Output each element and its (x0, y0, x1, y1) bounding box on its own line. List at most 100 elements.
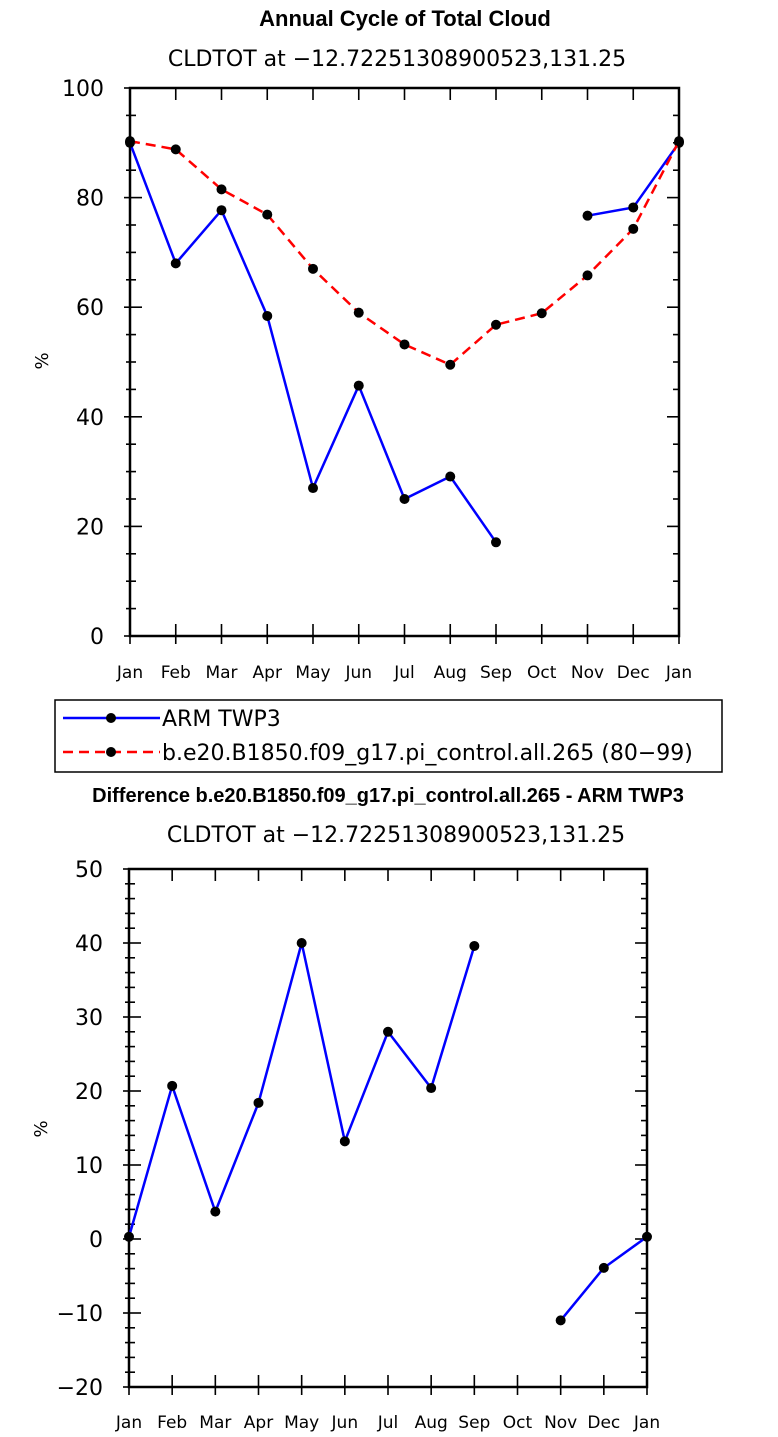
y-tick-label: 20 (75, 1080, 103, 1105)
x-tick-label: Apr (253, 663, 282, 683)
y-tick-label: −20 (57, 1376, 103, 1401)
data-point (445, 359, 456, 370)
x-tick-label: Jun (344, 663, 372, 683)
data-point (642, 1231, 652, 1242)
legend: ARM TWP3 b.e20.B1850.f09_g17.pi_control.… (54, 699, 723, 773)
data-point (353, 380, 364, 391)
series-line-1 (129, 139, 681, 367)
legend-label-model: b.e20.B1850.f09_g17.pi_control.all.265 (… (162, 741, 693, 766)
x-tick-label: May (284, 1413, 319, 1433)
x-tick-label: Jan (116, 663, 143, 683)
y-tick-label: 50 (75, 858, 103, 883)
y-axis-label: % (31, 1120, 52, 1137)
data-point (339, 1136, 350, 1147)
axis-ticks (124, 87, 680, 644)
legend-box (54, 699, 723, 773)
chart-title: Annual Cycle of Total Cloud (259, 6, 551, 31)
data-point (216, 184, 227, 195)
x-tick-label: Aug (434, 663, 467, 683)
data-point (308, 263, 318, 274)
chart-subtitle: CLDTOT at −12.72251308900523,131.25 (168, 47, 626, 72)
data-point (674, 136, 684, 147)
y-tick-label: 0 (89, 1228, 103, 1253)
data-point (308, 483, 318, 494)
x-tick-labels: Jan Feb Mar Apr May Jun Jul Aug Sep Oct Nov Dec Jan (115, 1413, 660, 1433)
annual-cycle-chart: Annual Cycle of Total Cloud CLDTOT at −1… (32, 6, 723, 773)
x-tick-label: Apr (244, 1413, 273, 1433)
data-point (582, 210, 593, 221)
data-point (216, 205, 227, 216)
data-point (582, 270, 593, 281)
x-tick-label: May (295, 663, 330, 683)
data-point (598, 1262, 609, 1273)
data-point (469, 940, 480, 951)
y-tick-label: 80 (76, 187, 104, 212)
series-group (125, 136, 684, 548)
data-point (491, 537, 501, 548)
data-point (445, 471, 456, 482)
x-tick-label: Jan (115, 1413, 142, 1433)
data-point (210, 1206, 221, 1217)
x-tick-label: Mar (199, 1413, 231, 1433)
y-tick-label: 10 (75, 1154, 103, 1179)
data-point (426, 1083, 437, 1094)
series-line-0 (127, 942, 476, 1238)
x-tick-label: Mar (205, 663, 237, 683)
y-tick-label: 100 (62, 77, 104, 102)
x-tick-label: Jan (633, 1413, 660, 1433)
x-tick-label: Dec (587, 1413, 620, 1433)
y-tick-label: −10 (57, 1302, 103, 1327)
series-group (124, 938, 652, 1326)
y-tick-labels: 0 20 40 60 80 100 (62, 77, 104, 650)
data-point (628, 223, 639, 234)
plot-frame (128, 86, 681, 638)
x-tick-label: Oct (503, 1413, 533, 1433)
y-tick-label: 60 (76, 296, 104, 321)
legend-label-arm: ARM TWP3 (162, 707, 281, 732)
data-point (296, 938, 307, 948)
legend-marker-model (106, 747, 116, 757)
x-tick-label: Dec (617, 663, 650, 683)
x-tick-label: Jul (377, 1413, 399, 1433)
x-tick-label: Nov (571, 663, 604, 683)
data-point (125, 136, 135, 147)
data-point (536, 308, 547, 319)
data-point (262, 209, 273, 220)
chart-subtitle: CLDTOT at −12.72251308900523,131.25 (167, 823, 625, 848)
difference-chart: Difference b.e20.B1850.f09_g17.pi_contro… (31, 785, 684, 1433)
data-point (262, 310, 273, 321)
x-tick-label: Aug (415, 1413, 448, 1433)
data-point (383, 1026, 393, 1037)
data-point (399, 339, 410, 350)
x-tick-label: Jan (665, 663, 692, 683)
x-tick-label: Jul (393, 663, 415, 683)
x-tick-label: Oct (527, 663, 557, 683)
axis-ticks (123, 868, 648, 1395)
data-point (491, 319, 501, 330)
x-tick-label: Sep (480, 663, 512, 683)
x-tick-label: Feb (161, 663, 191, 683)
data-point (253, 1097, 264, 1108)
legend-marker-arm (106, 713, 116, 723)
x-tick-labels: Jan Feb Mar Apr May Jun Jul Aug Sep Oct Nov Dec Jan (116, 663, 692, 683)
series-line-0 (559, 1235, 648, 1322)
data-point (399, 494, 410, 504)
y-tick-label: 20 (76, 515, 104, 540)
x-tick-label: Jun (331, 1413, 359, 1433)
y-tick-label: 0 (90, 625, 104, 650)
x-tick-label: Sep (458, 1413, 490, 1433)
data-point (124, 1231, 134, 1242)
y-axis-label: % (32, 352, 53, 369)
data-point (167, 1080, 178, 1091)
y-tick-label: 40 (75, 932, 103, 957)
x-tick-label: Nov (544, 1413, 577, 1433)
data-point (353, 307, 364, 318)
y-tick-label: 40 (76, 406, 104, 431)
data-point (170, 258, 181, 269)
x-tick-label: Feb (157, 1413, 187, 1433)
series-line-0 (128, 142, 498, 544)
y-tick-labels: −20 −10 0 10 20 30 40 50 (57, 858, 103, 1401)
data-point (170, 144, 181, 155)
y-tick-label: 30 (75, 1006, 103, 1031)
